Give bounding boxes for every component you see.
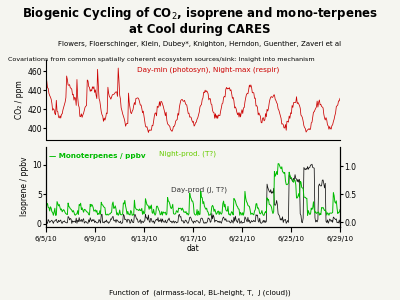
Y-axis label: CO₂ / ppm: CO₂ / ppm — [16, 80, 24, 119]
Text: Flowers, Floerschinger, Klein, Dubey*, Knighton, Herndon, Guenther, Zaveri et al: Flowers, Floerschinger, Klein, Dubey*, K… — [58, 41, 342, 47]
Text: Day-prod (J, T?): Day-prod (J, T?) — [171, 187, 227, 193]
Text: Covariations from common spatially coherent ecosystem sources/sink: Insight into: Covariations from common spatially coher… — [8, 57, 315, 62]
Text: Night-prod. (T?): Night-prod. (T?) — [159, 150, 216, 157]
Y-axis label: Isoprene / ppbv: Isoprene / ppbv — [20, 157, 30, 217]
X-axis label: dat: dat — [187, 244, 199, 253]
Text: Biogenic Cycling of CO$_2$, isoprene and mono-terpenes: Biogenic Cycling of CO$_2$, isoprene and… — [22, 4, 378, 22]
Text: — Monoterpenes / ppbv: — Monoterpenes / ppbv — [49, 153, 146, 159]
Text: at Cool during CARES: at Cool during CARES — [129, 22, 271, 35]
Text: Day-min (photosyn), Night-max (respir): Day-min (photosyn), Night-max (respir) — [136, 66, 279, 73]
Text: Function of  (airmass-local, BL-height, T,  J (cloud)): Function of (airmass-local, BL-height, T… — [109, 289, 291, 296]
